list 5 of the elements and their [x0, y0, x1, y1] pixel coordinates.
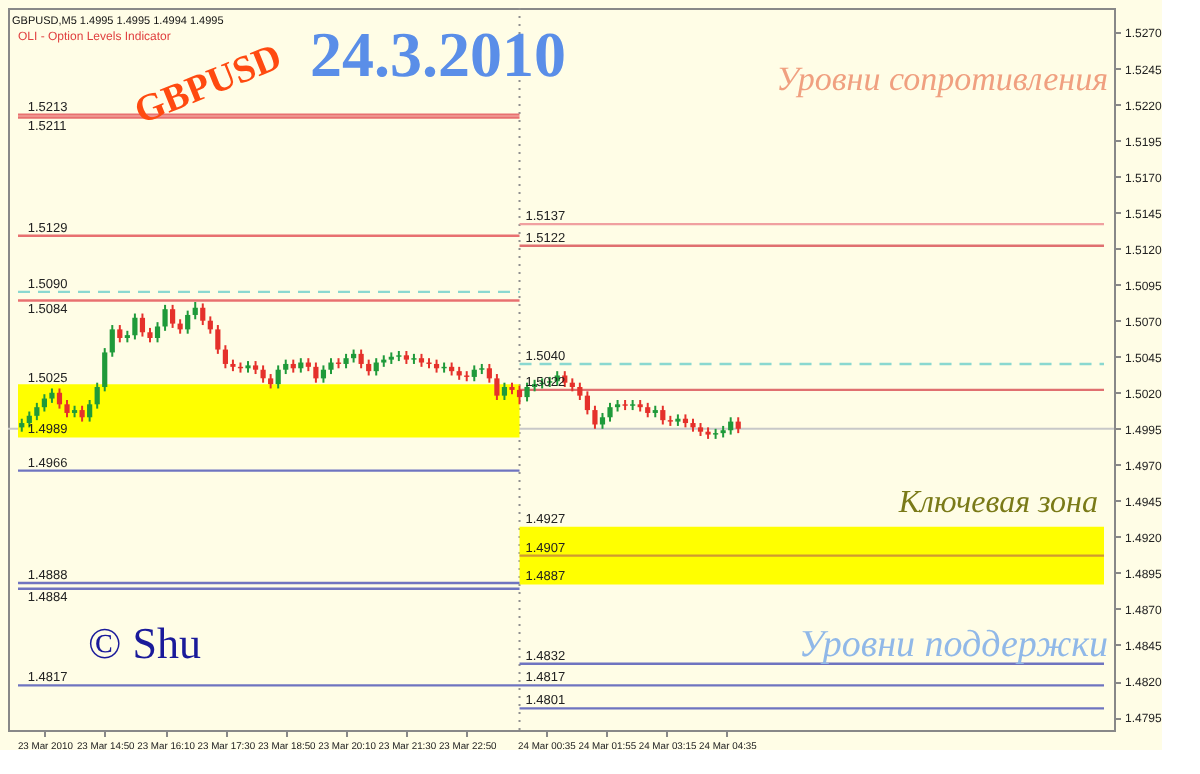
chart-title: 24.3.2010 [310, 18, 566, 90]
annotation: © Shu [88, 618, 201, 668]
annotation: Уровни сопротивления [776, 60, 1109, 98]
annotation: Ключевая зона [896, 486, 1098, 520]
annotation: Уровни поддержки [798, 624, 1108, 666]
